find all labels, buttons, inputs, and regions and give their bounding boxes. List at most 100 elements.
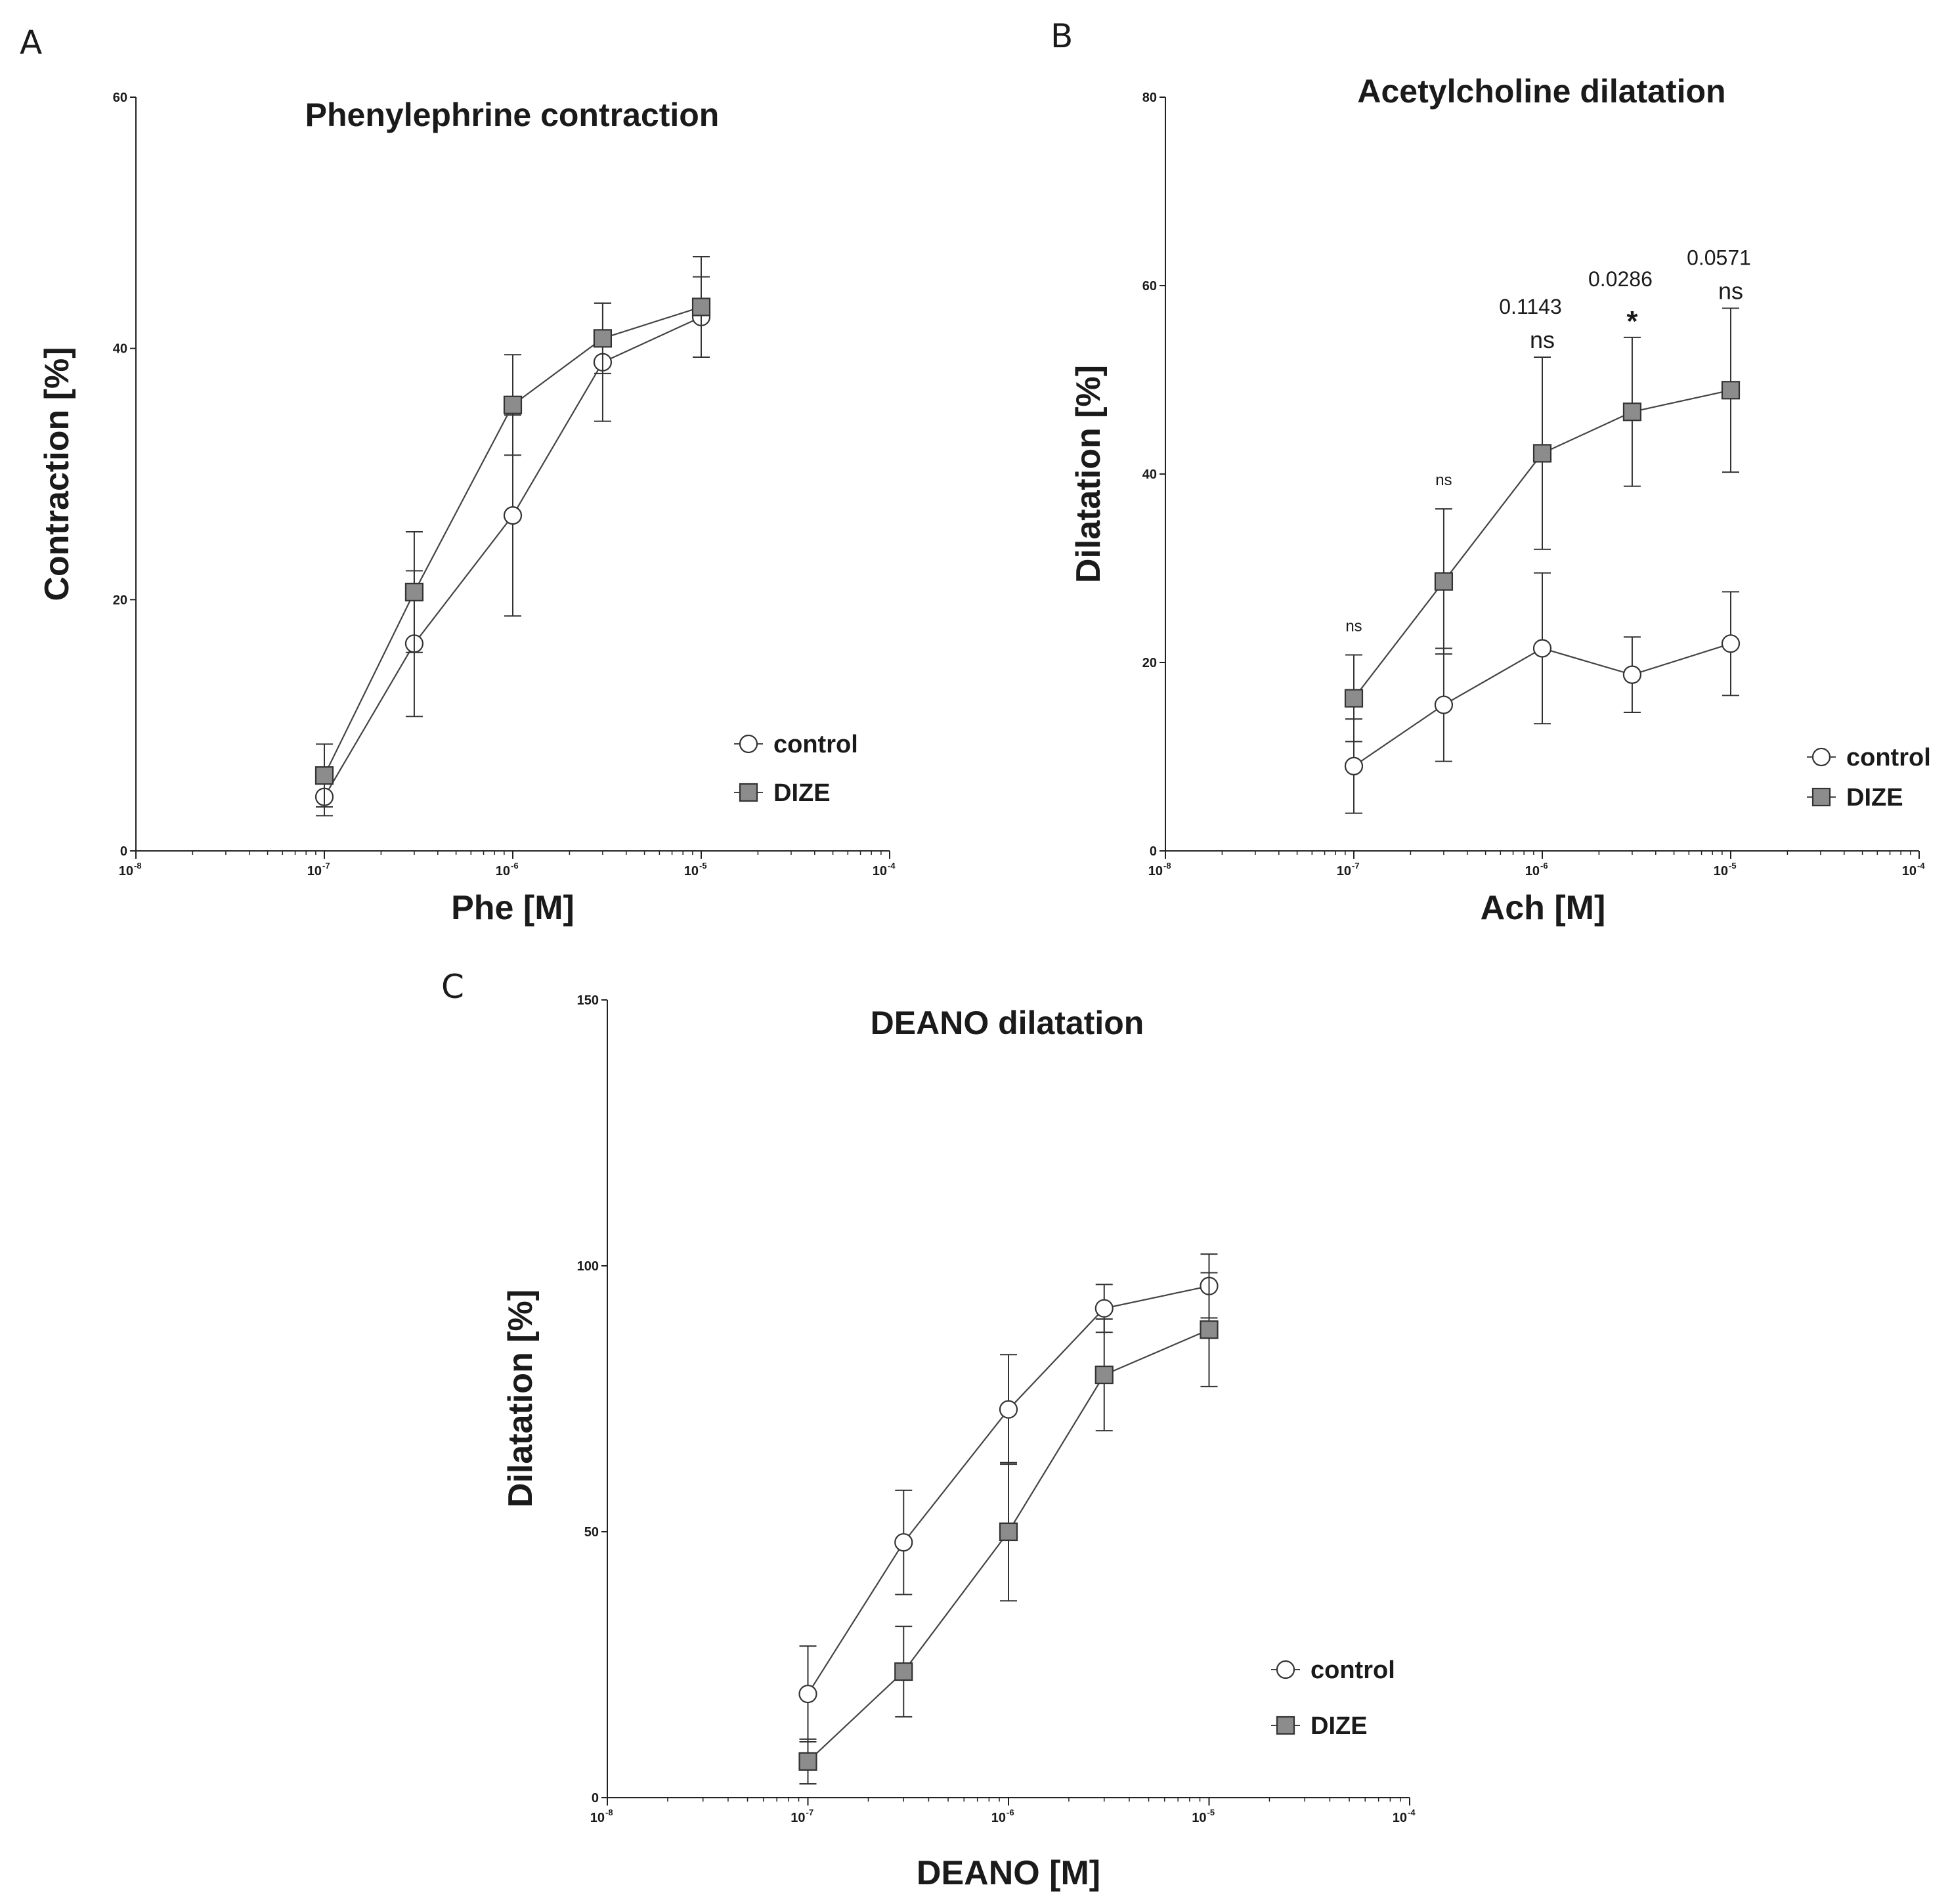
data-point: [999, 1400, 1018, 1419]
annotation: ns: [1435, 471, 1452, 489]
data-point: [593, 329, 613, 348]
legend-label: DIZE: [773, 779, 831, 807]
data-point: [1344, 756, 1364, 775]
data-point: [691, 297, 711, 316]
x-tick-label-exponent: -4: [1408, 1807, 1416, 1817]
data-point: [1721, 381, 1741, 400]
data-point: [1434, 572, 1454, 591]
data-point: [314, 766, 334, 785]
ns-label: ns: [1435, 471, 1452, 489]
y-axis-label: Contraction [%]: [38, 347, 76, 601]
x-tick-label: 10 -8: [590, 1807, 613, 1825]
x-tick-label: 10 -8: [119, 861, 142, 878]
y-axis-label: Dilatation [%]: [502, 1289, 540, 1507]
legend-item-dize: DIZE: [1807, 784, 1903, 811]
x-tick-label-exponent: -7: [1352, 861, 1360, 871]
y-tick-label: 150: [577, 993, 599, 1008]
series-dize: [798, 1272, 1219, 1785]
x-tick-label-base: 10: [1337, 864, 1351, 878]
y-tick-label: 0: [120, 844, 127, 859]
series-control: [1344, 572, 1741, 814]
x-tick-label: 10 -5: [1192, 1807, 1215, 1825]
p-value-label: 0.0571: [1687, 246, 1751, 269]
p-value-label: 0.0286: [1588, 267, 1653, 291]
legend-item-dize: DIZE: [1271, 1712, 1368, 1740]
data-point: [1532, 444, 1552, 463]
x-tick-label-base: 10: [1192, 1811, 1206, 1825]
legend-item-control: control: [734, 731, 858, 758]
x-tick-label: 10 -4: [1902, 861, 1926, 878]
y-axis-label: Dilatation [%]: [1070, 365, 1108, 583]
legend: control DIZE: [1807, 744, 1931, 811]
x-tick-label-base: 10: [1902, 864, 1917, 878]
legend-label: control: [773, 731, 858, 758]
x-tick-label-exponent: -6: [511, 861, 519, 871]
y-tick-label: 20: [1142, 656, 1157, 670]
data-point: [894, 1662, 913, 1681]
x-tick-label-base: 10: [1714, 864, 1728, 878]
x-tick-label-exponent: -7: [322, 861, 330, 871]
legend-item-dize: DIZE: [734, 779, 831, 807]
data-point: [1622, 402, 1642, 422]
x-tick-label-base: 10: [791, 1811, 805, 1825]
data-point: [1094, 1299, 1114, 1318]
chart-title: Phenylephrine contraction: [305, 97, 720, 133]
legend-label: DIZE: [1846, 784, 1903, 811]
data-point: [1721, 634, 1741, 653]
x-tick-label-base: 10: [1393, 1811, 1407, 1825]
legend-item-control: control: [1271, 1656, 1395, 1684]
significance-star: *: [1626, 305, 1638, 337]
legend-label: control: [1311, 1656, 1395, 1684]
x-tick-label-base: 10: [119, 864, 133, 878]
legend-marker-circle: [739, 734, 758, 754]
y-tick-label: 20: [113, 593, 127, 607]
y-tick-label: 0: [592, 1791, 599, 1806]
y-tick-label: 40: [113, 342, 127, 357]
x-tick-label-base: 10: [1525, 864, 1540, 878]
y-tick-label: 0: [1150, 844, 1157, 859]
panel-letter: C: [441, 968, 464, 1006]
x-tick-label: 10 -6: [496, 861, 519, 878]
annotation: 0.0571 ns: [1687, 246, 1751, 304]
x-axis-label: DEANO [M]: [917, 1854, 1100, 1892]
legend: control DIZE: [1271, 1656, 1395, 1740]
x-tick-label-exponent: -5: [699, 861, 707, 871]
x-tick-label-exponent: -8: [1163, 861, 1171, 871]
x-tick-label-base: 10: [1148, 864, 1163, 878]
data-point: [1094, 1365, 1114, 1385]
x-tick-label-exponent: -8: [605, 1807, 613, 1817]
ns-label: ns: [1718, 277, 1743, 304]
x-tick-label: 10 -8: [1148, 861, 1171, 878]
panel-letter: B: [1051, 17, 1073, 55]
data-point: [1434, 695, 1454, 714]
x-tick-label-base: 10: [496, 864, 510, 878]
y-tick-label: 80: [1142, 91, 1157, 105]
x-tick-label: 10 -7: [791, 1807, 813, 1825]
x-tick-label-exponent: -6: [1540, 861, 1548, 871]
y-tick-label: 60: [1142, 279, 1157, 293]
x-tick-label-exponent: -4: [1917, 861, 1925, 871]
x-tick-label-exponent: -7: [806, 1807, 814, 1817]
x-tick-label-exponent: -6: [1007, 1807, 1014, 1817]
legend-marker-square: [739, 783, 758, 802]
legend: control DIZE: [734, 731, 858, 807]
x-tick-label-base: 10: [307, 864, 322, 878]
legend-label: DIZE: [1311, 1712, 1368, 1740]
p-value-label: 0.1143: [1499, 295, 1562, 318]
x-tick-label: 10 -7: [1337, 861, 1360, 878]
x-tick-label-exponent: -5: [1207, 1807, 1215, 1817]
annotation: 0.0286 *: [1588, 267, 1653, 337]
y-tick-label: 60: [113, 91, 127, 105]
panel-letter: A: [20, 24, 42, 62]
y-tick-label: 50: [584, 1525, 599, 1540]
x-tick-label: 10 -4: [873, 861, 896, 878]
chart-title: Acetylcholine dilatation: [1357, 73, 1725, 110]
x-tick-label: 10 -7: [307, 861, 330, 878]
x-tick-label: 10 -5: [684, 861, 707, 878]
legend-marker-square: [1811, 787, 1831, 807]
data-point: [1622, 665, 1642, 684]
series-dize: [1344, 307, 1741, 743]
